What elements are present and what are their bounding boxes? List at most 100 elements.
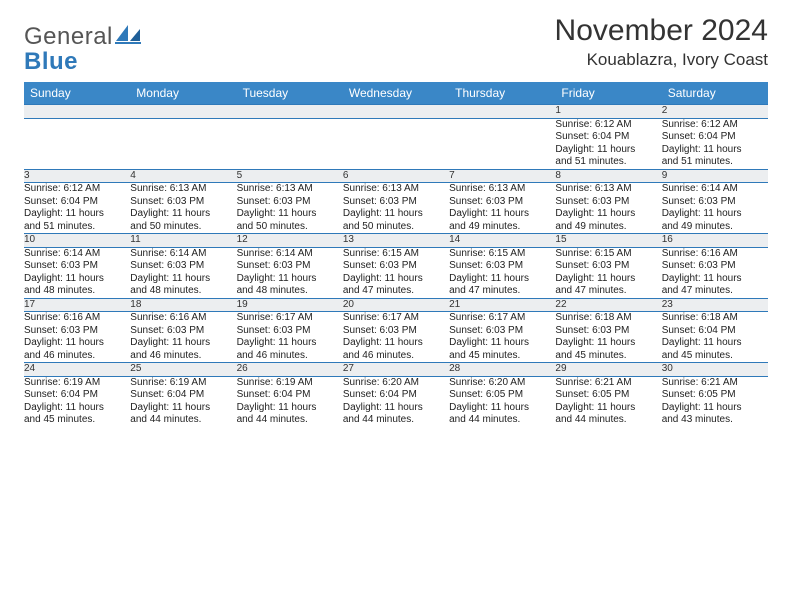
day-details: Sunrise: 6:13 AMSunset: 6:03 PMDaylight:…	[449, 183, 555, 233]
sunset-label: Sunset: 6:03 PM	[449, 196, 555, 209]
logo: General Blue	[24, 14, 141, 74]
daylight-line1: Daylight: 11 hours	[662, 208, 768, 221]
sunrise-label: Sunrise: 6:12 AM	[662, 119, 768, 132]
daylight-line2: and 45 minutes.	[24, 414, 130, 427]
day-details: Sunrise: 6:15 AMSunset: 6:03 PMDaylight:…	[555, 248, 661, 298]
day-number-cell: 10	[24, 234, 130, 248]
daylight-line1: Daylight: 11 hours	[449, 208, 555, 221]
sunrise-label: Sunrise: 6:13 AM	[237, 183, 343, 196]
daylight-line2: and 50 minutes.	[237, 221, 343, 234]
daylight-line2: and 47 minutes.	[449, 285, 555, 298]
page-title: November 2024	[555, 14, 768, 48]
daylight-line1: Daylight: 11 hours	[555, 337, 661, 350]
day-details: Sunrise: 6:18 AMSunset: 6:03 PMDaylight:…	[555, 312, 661, 362]
week-info-row: Sunrise: 6:16 AMSunset: 6:03 PMDaylight:…	[24, 312, 768, 363]
day-info-cell: Sunrise: 6:14 AMSunset: 6:03 PMDaylight:…	[662, 183, 768, 234]
day-number-cell: 19	[237, 298, 343, 312]
day-number-cell: 5	[237, 169, 343, 183]
daylight-line1: Daylight: 11 hours	[449, 337, 555, 350]
sunrise-label: Sunrise: 6:18 AM	[555, 312, 661, 325]
daylight-line1: Daylight: 11 hours	[24, 402, 130, 415]
day-number-cell: 15	[555, 234, 661, 248]
daylight-line2: and 48 minutes.	[130, 285, 236, 298]
day-details: Sunrise: 6:13 AMSunset: 6:03 PMDaylight:…	[237, 183, 343, 233]
day-info-cell: Sunrise: 6:12 AMSunset: 6:04 PMDaylight:…	[555, 118, 661, 169]
day-info-cell	[130, 118, 236, 169]
day-number-cell: 13	[343, 234, 449, 248]
daylight-line1: Daylight: 11 hours	[237, 208, 343, 221]
daylight-line1: Daylight: 11 hours	[662, 273, 768, 286]
daylight-line1: Daylight: 11 hours	[343, 402, 449, 415]
sunset-label: Sunset: 6:03 PM	[237, 196, 343, 209]
sunset-label: Sunset: 6:03 PM	[449, 325, 555, 338]
daylight-line2: and 44 minutes.	[449, 414, 555, 427]
day-details: Sunrise: 6:14 AMSunset: 6:03 PMDaylight:…	[24, 248, 130, 298]
sunrise-label: Sunrise: 6:13 AM	[449, 183, 555, 196]
daylight-line1: Daylight: 11 hours	[555, 208, 661, 221]
sunset-label: Sunset: 6:03 PM	[130, 260, 236, 273]
day-number-cell	[449, 105, 555, 119]
sunrise-label: Sunrise: 6:12 AM	[24, 183, 130, 196]
sunset-label: Sunset: 6:03 PM	[237, 260, 343, 273]
week-info-row: Sunrise: 6:12 AMSunset: 6:04 PMDaylight:…	[24, 118, 768, 169]
day-details: Sunrise: 6:12 AMSunset: 6:04 PMDaylight:…	[662, 119, 768, 169]
daylight-line2: and 50 minutes.	[343, 221, 449, 234]
day-number-cell: 14	[449, 234, 555, 248]
calendar-table: SundayMondayTuesdayWednesdayThursdayFrid…	[24, 82, 768, 427]
sunset-label: Sunset: 6:03 PM	[662, 260, 768, 273]
day-info-cell	[24, 118, 130, 169]
sunset-label: Sunset: 6:04 PM	[662, 325, 768, 338]
day-number-cell: 3	[24, 169, 130, 183]
sunset-label: Sunset: 6:03 PM	[343, 325, 449, 338]
sunrise-label: Sunrise: 6:14 AM	[662, 183, 768, 196]
day-info-cell: Sunrise: 6:13 AMSunset: 6:03 PMDaylight:…	[130, 183, 236, 234]
daylight-line2: and 46 minutes.	[24, 350, 130, 363]
sail-icon	[115, 24, 141, 46]
sunset-label: Sunset: 6:03 PM	[343, 260, 449, 273]
daylight-line1: Daylight: 11 hours	[237, 337, 343, 350]
day-details: Sunrise: 6:20 AMSunset: 6:04 PMDaylight:…	[343, 377, 449, 427]
calendar-body: 12 Sunrise: 6:12 AMSunset: 6:04 PMDaylig…	[24, 105, 768, 427]
daylight-line2: and 46 minutes.	[343, 350, 449, 363]
day-info-cell: Sunrise: 6:13 AMSunset: 6:03 PMDaylight:…	[555, 183, 661, 234]
day-number-cell: 4	[130, 169, 236, 183]
daylight-line1: Daylight: 11 hours	[24, 273, 130, 286]
day-info-cell: Sunrise: 6:14 AMSunset: 6:03 PMDaylight:…	[24, 247, 130, 298]
day-info-cell: Sunrise: 6:16 AMSunset: 6:03 PMDaylight:…	[24, 312, 130, 363]
daylight-line1: Daylight: 11 hours	[555, 273, 661, 286]
day-details: Sunrise: 6:19 AMSunset: 6:04 PMDaylight:…	[237, 377, 343, 427]
day-info-cell: Sunrise: 6:12 AMSunset: 6:04 PMDaylight:…	[662, 118, 768, 169]
logo-text: General Blue	[24, 24, 113, 74]
daylight-line2: and 49 minutes.	[662, 221, 768, 234]
sunset-label: Sunset: 6:03 PM	[130, 325, 236, 338]
daylight-line1: Daylight: 11 hours	[555, 402, 661, 415]
sunset-label: Sunset: 6:03 PM	[449, 260, 555, 273]
day-number-cell: 7	[449, 169, 555, 183]
sunset-label: Sunset: 6:03 PM	[24, 260, 130, 273]
sunset-label: Sunset: 6:03 PM	[555, 196, 661, 209]
day-number-cell: 24	[24, 363, 130, 377]
daylight-line1: Daylight: 11 hours	[24, 337, 130, 350]
day-info-cell: Sunrise: 6:15 AMSunset: 6:03 PMDaylight:…	[343, 247, 449, 298]
sunrise-label: Sunrise: 6:12 AM	[555, 119, 661, 132]
sunrise-label: Sunrise: 6:13 AM	[130, 183, 236, 196]
day-number-cell: 27	[343, 363, 449, 377]
day-details: Sunrise: 6:21 AMSunset: 6:05 PMDaylight:…	[555, 377, 661, 427]
day-info-cell: Sunrise: 6:14 AMSunset: 6:03 PMDaylight:…	[237, 247, 343, 298]
calendar-head: SundayMondayTuesdayWednesdayThursdayFrid…	[24, 82, 768, 105]
week-daynum-row: 3456789	[24, 169, 768, 183]
day-info-cell	[237, 118, 343, 169]
daylight-line1: Daylight: 11 hours	[662, 337, 768, 350]
day-details: Sunrise: 6:14 AMSunset: 6:03 PMDaylight:…	[130, 248, 236, 298]
day-header: Tuesday	[237, 82, 343, 105]
sunset-label: Sunset: 6:04 PM	[24, 389, 130, 402]
daylight-line2: and 45 minutes.	[449, 350, 555, 363]
day-info-cell: Sunrise: 6:12 AMSunset: 6:04 PMDaylight:…	[24, 183, 130, 234]
day-number-cell: 8	[555, 169, 661, 183]
sunrise-label: Sunrise: 6:16 AM	[662, 248, 768, 261]
sunrise-label: Sunrise: 6:20 AM	[343, 377, 449, 390]
day-number-cell: 9	[662, 169, 768, 183]
day-number-cell: 30	[662, 363, 768, 377]
week-daynum-row: 24252627282930	[24, 363, 768, 377]
day-number-cell: 17	[24, 298, 130, 312]
